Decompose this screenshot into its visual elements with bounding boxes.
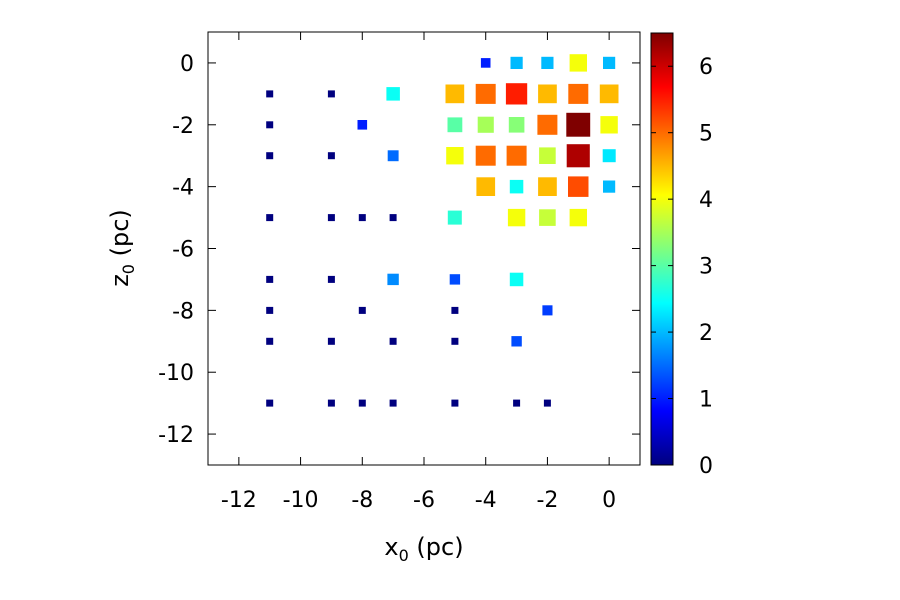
data-point <box>475 83 496 104</box>
data-point <box>509 272 524 287</box>
x-axis: -12 -10 -8 -6 -4 -2 0 <box>221 32 616 513</box>
data-point <box>511 336 522 347</box>
colorbar-tick-label: 6 <box>699 55 713 80</box>
colorbar-tick-label: 4 <box>699 188 713 213</box>
data-point <box>568 176 589 197</box>
data-point <box>445 84 465 104</box>
data-point <box>541 56 554 69</box>
y-axis-title: z0 (pc) <box>106 209 138 287</box>
data-point <box>451 399 459 407</box>
data-point <box>327 214 335 222</box>
data-point <box>568 83 589 104</box>
data-point <box>599 84 619 104</box>
data-point <box>449 274 461 285</box>
data-point <box>447 210 462 225</box>
colorbar-tick-label: 1 <box>699 388 713 413</box>
y-tick-label: -8 <box>172 299 194 324</box>
data-point <box>451 337 459 345</box>
data-point <box>266 152 274 160</box>
data-point <box>386 87 400 101</box>
data-point <box>358 306 366 314</box>
y-tick-label: -10 <box>158 361 194 386</box>
data-point <box>476 177 496 196</box>
data-point <box>602 149 616 163</box>
data-point <box>266 90 274 98</box>
data-point <box>477 116 494 133</box>
data-point <box>539 209 556 226</box>
data-point <box>266 121 274 129</box>
data-point <box>358 399 366 407</box>
data-point <box>266 399 274 407</box>
colorbar: 0 1 2 3 4 5 6 <box>650 32 713 479</box>
data-point <box>389 337 397 345</box>
data-point <box>266 214 274 222</box>
data-point <box>266 337 274 345</box>
y-tick-label: -2 <box>172 114 194 139</box>
x-tick-label: -4 <box>475 488 497 513</box>
y-tick-label: 0 <box>180 52 194 77</box>
data-point <box>327 399 335 407</box>
data-point <box>451 306 459 314</box>
data-point <box>358 214 366 222</box>
data-point <box>506 145 527 166</box>
y-tick-label: -4 <box>172 176 194 201</box>
data-point <box>475 145 496 166</box>
data-point <box>569 54 587 72</box>
data-point <box>389 214 397 222</box>
colorbar-tick-label: 0 <box>699 454 713 479</box>
data-point <box>543 399 551 407</box>
data-point <box>603 56 616 69</box>
data-point <box>505 83 528 105</box>
x-tick-label: -6 <box>413 488 435 513</box>
data-point <box>327 152 335 160</box>
x-tick-label: -2 <box>536 488 558 513</box>
x-tick-label: -10 <box>283 488 319 513</box>
y-tick-label: -6 <box>172 238 194 263</box>
data-point <box>509 179 524 194</box>
data-point <box>387 273 399 286</box>
data-point <box>566 144 590 168</box>
data-point <box>508 117 525 133</box>
y-axis: 0 -2 -4 -6 -8 -10 -12 <box>158 52 640 448</box>
data-point <box>480 58 491 68</box>
data-point <box>447 117 463 133</box>
data-point <box>446 147 464 165</box>
data-point <box>538 84 557 104</box>
data-point <box>542 305 553 316</box>
colorbar-tick-label: 3 <box>699 255 713 280</box>
colorbar-tick-label: 5 <box>699 122 713 147</box>
plot-area <box>266 54 619 407</box>
colorbar-tick-label: 2 <box>699 321 713 346</box>
data-point <box>537 114 558 135</box>
data-point <box>387 150 399 162</box>
data-point <box>600 116 618 134</box>
data-point <box>357 120 368 130</box>
x-tick-label: -8 <box>351 488 373 513</box>
data-point <box>538 177 557 196</box>
data-point <box>266 306 274 314</box>
data-point <box>327 90 335 98</box>
x-tick-label: 0 <box>602 488 616 513</box>
colorbar-frame <box>650 32 674 466</box>
data-point <box>603 180 616 193</box>
data-point <box>513 399 521 407</box>
colorbar-fill <box>651 33 673 465</box>
data-point <box>389 399 397 407</box>
data-point <box>569 208 587 227</box>
data-point <box>507 208 526 227</box>
y-tick-label: -12 <box>158 423 194 448</box>
x-tick-label: -12 <box>221 488 257 513</box>
data-point <box>327 275 335 283</box>
data-point <box>266 275 274 283</box>
x-axis-title: x0 (pc) <box>384 533 463 565</box>
data-point <box>510 56 523 69</box>
data-point <box>327 337 335 345</box>
colorbar-ticks: 0 1 2 3 4 5 6 <box>651 55 713 479</box>
data-point <box>539 147 556 164</box>
data-point <box>566 112 591 137</box>
